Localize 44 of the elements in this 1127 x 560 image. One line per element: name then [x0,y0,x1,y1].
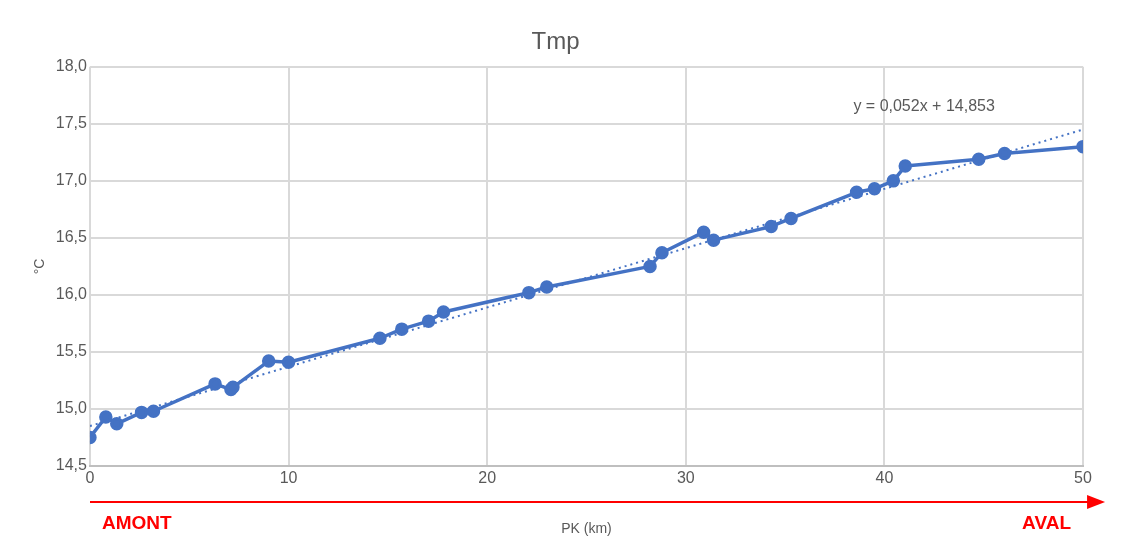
point [867,182,882,196]
point [261,354,276,368]
annotation: y = 0,052x + 14,853 [853,97,995,115]
point [436,305,451,319]
y-tick-label: 15,0 [55,399,88,417]
y-tick-label: 18,0 [55,57,88,75]
point [110,417,124,431]
point [134,405,149,420]
x-tick-label: 10 [279,469,298,487]
x-axis-title: PK (km) [561,520,612,537]
point [281,355,296,369]
point [395,322,409,336]
x-tick-label: 40 [875,469,894,487]
y-tick-label: 15,5 [55,342,88,360]
point [784,211,798,226]
x-tick-label: 30 [676,469,695,487]
point [997,146,1012,161]
y-tick-label: 16,5 [55,228,88,246]
x-tick-label: 0 [85,469,95,487]
y-tick-label: 17,5 [55,114,88,132]
point [971,152,986,166]
point [696,225,711,239]
point [421,314,436,328]
point [146,404,161,418]
point [643,259,657,274]
text: AVAL [1022,512,1071,534]
point [764,219,778,234]
point [898,159,912,173]
point [99,410,113,424]
point [540,280,554,294]
point [373,331,387,346]
chart-title: Tmp [531,27,580,55]
point [886,174,901,188]
point [849,185,864,200]
point [522,285,536,300]
y-axis-title: °C [31,258,48,275]
x-tick-label: 50 [1074,469,1092,487]
text: AMONT [101,512,172,534]
point [706,233,721,247]
x-tick-label: 20 [478,469,497,487]
y-tick-label: 17,0 [55,171,88,189]
point [208,377,222,391]
y-tick-label: 16,0 [55,285,88,303]
point [655,245,669,260]
